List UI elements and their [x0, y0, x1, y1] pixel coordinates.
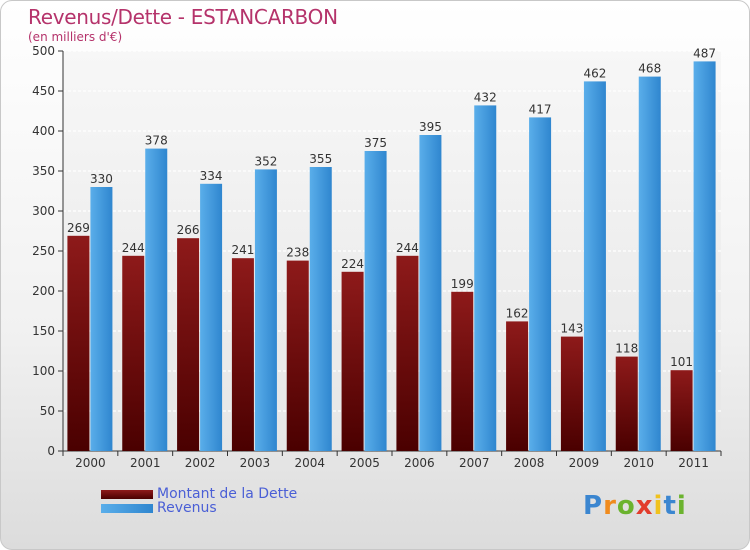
y-tick-label: 350	[32, 164, 55, 178]
bar-revenus	[200, 183, 223, 452]
legend-label-revenus: Revenus	[157, 500, 217, 516]
data-label-revenus: 330	[90, 172, 113, 186]
bar-revenus	[638, 76, 661, 451]
legend: Montant de la Dette Revenus	[101, 487, 297, 515]
bar-revenus	[419, 135, 442, 451]
bar-dette	[231, 258, 254, 451]
legend-swatch-revenus	[101, 503, 153, 513]
plot-area	[63, 51, 721, 451]
bar-dette	[615, 356, 638, 451]
y-tick-label: 150	[32, 324, 55, 338]
data-label-dette: 143	[560, 322, 583, 336]
bar-dette	[670, 370, 693, 451]
y-tick-label: 450	[32, 84, 55, 98]
bar-revenus	[474, 105, 497, 452]
bar-revenus	[364, 151, 387, 451]
data-label-revenus: 432	[474, 90, 497, 104]
bar-revenus	[309, 167, 332, 451]
proxiti-logo: Proxiti	[583, 491, 687, 521]
data-label-dette: 199	[451, 277, 474, 291]
data-label-dette: 238	[286, 246, 309, 260]
bar-dette	[451, 291, 474, 451]
chart-subtitle: (en milliers d'€)	[28, 30, 123, 44]
data-label-dette: 101	[670, 355, 693, 369]
data-label-revenus: 352	[254, 154, 277, 168]
bar-revenus	[529, 117, 552, 452]
y-tick-label: 0	[47, 444, 55, 458]
x-tick-label: 2002	[185, 456, 216, 470]
x-tick-label: 2007	[459, 456, 490, 470]
data-label-dette: 269	[67, 221, 90, 235]
bar-revenus	[583, 81, 606, 452]
bar-dette	[286, 260, 309, 451]
data-label-revenus: 462	[583, 66, 606, 80]
legend-label-dette: Montant de la Dette	[157, 486, 298, 502]
data-label-dette: 224	[341, 257, 364, 271]
x-tick-label: 2000	[75, 456, 106, 470]
data-label-dette: 118	[615, 342, 638, 356]
y-tick-label: 250	[32, 244, 55, 258]
data-label-dette: 241	[231, 243, 254, 257]
data-label-revenus: 417	[529, 102, 552, 116]
x-tick-label: 2011	[678, 456, 709, 470]
data-label-revenus: 395	[419, 120, 442, 134]
y-tick-label: 50	[40, 404, 55, 418]
bar-dette	[67, 235, 90, 451]
bar-dette	[341, 271, 364, 451]
bar-revenus	[693, 61, 716, 452]
data-label-revenus: 355	[309, 152, 332, 166]
bar-dette	[560, 336, 583, 451]
data-label-revenus: 378	[145, 134, 168, 148]
y-tick-label: 400	[32, 124, 55, 138]
data-label-revenus: 334	[200, 169, 223, 183]
y-tick-label: 100	[32, 364, 55, 378]
bar-dette	[122, 255, 145, 451]
data-label-dette: 244	[396, 241, 419, 255]
bar-dette	[506, 321, 529, 451]
y-tick-label: 300	[32, 204, 55, 218]
x-tick-label: 2009	[569, 456, 600, 470]
data-label-dette: 266	[177, 223, 200, 237]
bar-revenus	[145, 148, 168, 451]
x-tick-label: 2004	[294, 456, 325, 470]
x-tick-label: 2008	[514, 456, 545, 470]
x-tick-label: 2005	[349, 456, 380, 470]
data-label-revenus: 487	[693, 46, 716, 60]
data-label-dette: 162	[506, 306, 529, 320]
x-tick-label: 2001	[130, 456, 161, 470]
bar-dette	[396, 255, 419, 451]
x-tick-label: 2010	[623, 456, 654, 470]
legend-item-revenus: Revenus	[101, 501, 297, 515]
x-tick-label: 2003	[240, 456, 271, 470]
data-label-revenus: 375	[364, 136, 387, 150]
y-tick-label: 500	[32, 44, 55, 58]
bar-revenus	[90, 187, 113, 451]
data-label-dette: 244	[122, 241, 145, 255]
x-tick-label: 2006	[404, 456, 435, 470]
legend-item-dette: Montant de la Dette	[101, 487, 297, 501]
y-tick-label: 200	[32, 284, 55, 298]
legend-swatch-dette	[101, 489, 153, 499]
chart-title: Revenus/Dette - ESTANCARBON	[28, 5, 338, 29]
bar-revenus	[254, 169, 277, 451]
bar-dette	[177, 238, 200, 451]
data-label-revenus: 468	[638, 62, 661, 76]
